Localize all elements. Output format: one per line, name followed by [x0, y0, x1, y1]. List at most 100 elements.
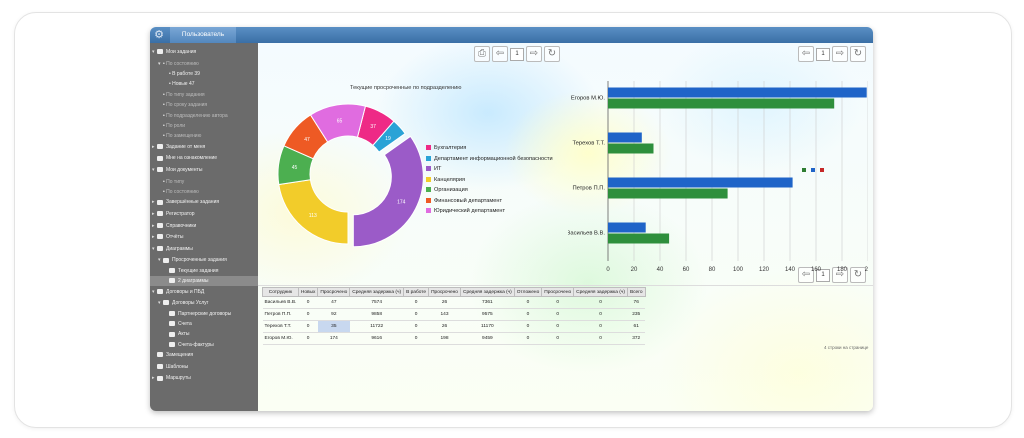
sidebar-item[interactable]: ▸ Завершённые задания	[150, 197, 260, 207]
expand-down-icon[interactable]: ▾	[158, 257, 161, 264]
expand-down-icon[interactable]: ▾	[152, 167, 155, 173]
expand-right-icon[interactable]: ▸	[152, 222, 155, 229]
sidebar-item[interactable]: • По состоянию	[150, 187, 266, 197]
expand-right-icon[interactable]: ▸	[152, 375, 155, 382]
sidebar-item[interactable]: • По роли	[150, 121, 266, 131]
sidebar-item[interactable]: ▾ Мои задания	[150, 47, 260, 57]
expand-down-icon[interactable]: ▾	[152, 288, 155, 295]
app-logo-icon[interactable]: ⚙	[154, 29, 164, 41]
column-header[interactable]: Отложено	[513, 287, 543, 297]
legend-label: Организация	[434, 187, 468, 193]
expand-down-icon[interactable]: ▾	[152, 245, 155, 252]
sidebar-item[interactable]: Мне на ознакомление	[150, 153, 260, 163]
sidebar-item[interactable]: Счета	[150, 319, 272, 329]
prev-page-icon[interactable]: ⇦	[492, 46, 508, 62]
sidebar-item[interactable]: Счета-фактуры	[150, 340, 272, 350]
page-number[interactable]: 1	[816, 47, 830, 61]
legend-item[interactable]: Канцелярия	[426, 175, 553, 186]
donut-slice[interactable]	[372, 120, 406, 153]
expand-right-icon[interactable]: ▸	[152, 199, 155, 206]
bar[interactable]	[608, 87, 867, 98]
next-page-icon[interactable]: ⇨	[832, 46, 848, 62]
sidebar-item[interactable]: • По сроку задания	[150, 100, 266, 110]
legend-item[interactable]: Департамент информационной безопасности	[426, 154, 553, 165]
column-header[interactable]: Новых	[297, 287, 319, 297]
column-header[interactable]: Сотрудник	[262, 287, 299, 297]
user-tab[interactable]: Пользователь	[170, 27, 236, 43]
sidebar-item[interactable]: ▸ Отчёты	[150, 232, 260, 242]
column-header[interactable]: Средняя задержка (ч)	[459, 287, 515, 297]
column-header[interactable]: Просрочено	[428, 287, 461, 297]
sidebar-item[interactable]: ▸ Маршруты	[150, 373, 260, 383]
legend-item[interactable]: Организация	[426, 185, 553, 196]
sidebar-item[interactable]: ▾ Договоры и ПБД	[150, 287, 260, 297]
table-row[interactable]: Васильев В.В. 0 47 7574 0 26 7361 0 0 0 76	[262, 296, 646, 309]
sidebar-item[interactable]: ▾ Диаграммы	[150, 244, 260, 254]
slice-label: 45	[292, 165, 298, 171]
table-row[interactable]: Егоров М.Ю. 0 174 9616 0 198 9459 0 0 0 372	[262, 332, 646, 345]
expand-down-icon[interactable]: ▾	[158, 60, 161, 67]
x-tick-label: 60	[683, 267, 690, 273]
sidebar-item[interactable]: Акты	[150, 329, 272, 339]
table-cell: 174	[317, 332, 350, 345]
sidebar-item[interactable]: ▸ Задание от меня	[150, 142, 260, 152]
legend-item[interactable]: Бухгалтерия	[426, 143, 553, 154]
sidebar-item[interactable]: ▾ Договоры Услуг	[150, 298, 266, 308]
sidebar-item[interactable]: Шаблоны	[150, 362, 260, 372]
folder-icon	[157, 288, 163, 294]
page-number[interactable]: 1	[510, 47, 524, 61]
expand-down-icon[interactable]: ▾	[158, 300, 161, 307]
donut-slice[interactable]	[352, 135, 423, 248]
legend-item[interactable]: Юридический департамент	[426, 206, 553, 217]
bar[interactable]	[608, 143, 654, 154]
sidebar-item[interactable]: ▾ Мои документы	[150, 165, 260, 175]
sidebar-item[interactable]: 2 диаграммы	[150, 276, 272, 287]
sidebar-item[interactable]: • По типу задания	[150, 90, 266, 100]
prev-page-icon[interactable]: ⇦	[798, 267, 814, 283]
bar[interactable]	[608, 98, 835, 109]
sidebar-item[interactable]: ▾ Просроченные задания	[150, 255, 266, 265]
page-number[interactable]: 1	[816, 268, 830, 282]
sidebar-item[interactable]: Партнерские договоры	[150, 309, 272, 319]
sidebar-item[interactable]: ▾ • По состоянию	[150, 59, 266, 69]
sidebar-item[interactable]: ▸ Справочники	[150, 221, 260, 231]
refresh-icon[interactable]: ↻	[850, 46, 866, 62]
column-header[interactable]: Всего	[626, 287, 646, 297]
column-header[interactable]: В работе	[403, 287, 430, 297]
legend-item[interactable]: ИТ	[426, 164, 553, 175]
expand-down-icon[interactable]: ▾	[152, 49, 155, 55]
next-page-icon[interactable]: ⇨	[526, 46, 542, 62]
table-row[interactable]: Петров П.П. 0 92 9858 0 143 9575 0 0 0 235	[262, 308, 646, 321]
sidebar-item[interactable]: • По подразделению автора	[150, 111, 266, 121]
sidebar-item[interactable]: Замещения	[150, 350, 260, 360]
column-header[interactable]: Средняя задержка (ч)	[349, 287, 405, 297]
column-header[interactable]: Просрочено	[317, 287, 351, 297]
bar[interactable]	[608, 188, 728, 199]
sidebar-item[interactable]: • По замещению	[150, 131, 266, 141]
next-page-icon[interactable]: ⇨	[832, 267, 848, 283]
bar[interactable]	[608, 222, 646, 233]
bar[interactable]	[608, 233, 670, 244]
bar[interactable]	[608, 132, 642, 143]
table-row[interactable]: Терехов Т.Т. 0 35 11722 0 26 11170 0 0 0 61	[262, 320, 646, 333]
sidebar-item[interactable]: ▸ Регистратор	[150, 209, 260, 219]
expand-right-icon[interactable]: ▸	[152, 211, 155, 217]
bar[interactable]	[608, 177, 793, 188]
column-header[interactable]: Просрочено	[541, 287, 575, 297]
sidebar-item[interactable]: • По типу	[150, 177, 266, 187]
sidebar-item[interactable]: • Новые 47	[150, 79, 272, 89]
refresh-icon[interactable]: ↻	[850, 267, 866, 283]
donut-slice[interactable]	[278, 179, 349, 245]
y-tick-label: Петров П.П.	[572, 186, 605, 192]
sidebar-item[interactable]: Текущие задания	[150, 266, 272, 276]
column-header[interactable]: Средняя задержка (ч)	[573, 287, 628, 297]
donut-slice[interactable]	[309, 103, 367, 143]
refresh-icon[interactable]: ↻	[544, 46, 560, 62]
prev-page-icon[interactable]: ⇦	[798, 46, 814, 62]
export-icon[interactable]: ⎙	[474, 46, 490, 62]
sidebar-item[interactable]: • В работе 39	[150, 69, 272, 79]
sidebar-item-label: Просроченные задания	[172, 257, 227, 264]
expand-right-icon[interactable]: ▸	[152, 143, 155, 150]
expand-right-icon[interactable]: ▸	[152, 234, 155, 241]
legend-item[interactable]: Финансовый департамент	[426, 196, 553, 207]
